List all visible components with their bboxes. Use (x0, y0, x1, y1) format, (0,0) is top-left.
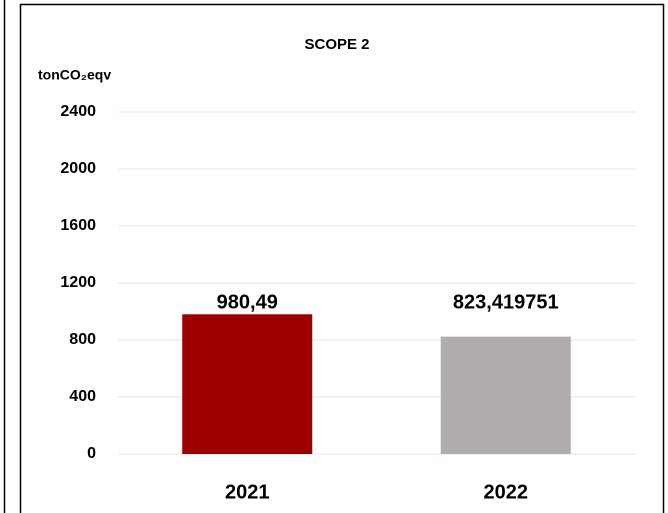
x-tick-label: 2022 (484, 481, 529, 503)
y-tick-label: 1600 (60, 217, 96, 234)
y-tick-label: 800 (69, 331, 96, 348)
y-axis-label: tonCO₂eqv (38, 67, 111, 83)
bar (182, 314, 313, 454)
y-tick-label: 2400 (60, 103, 96, 120)
y-tick-label: 0 (87, 445, 96, 462)
bar (440, 336, 571, 454)
y-tick-label: 1200 (60, 274, 96, 291)
y-tick-label: 2000 (60, 160, 96, 177)
x-tick-label: 2021 (225, 481, 270, 503)
value-label: 823,419751 (453, 291, 559, 313)
value-label: 980,49 (217, 291, 278, 313)
y-tick-label: 400 (69, 388, 96, 405)
chart-title: SCOPE 2 (304, 36, 369, 53)
